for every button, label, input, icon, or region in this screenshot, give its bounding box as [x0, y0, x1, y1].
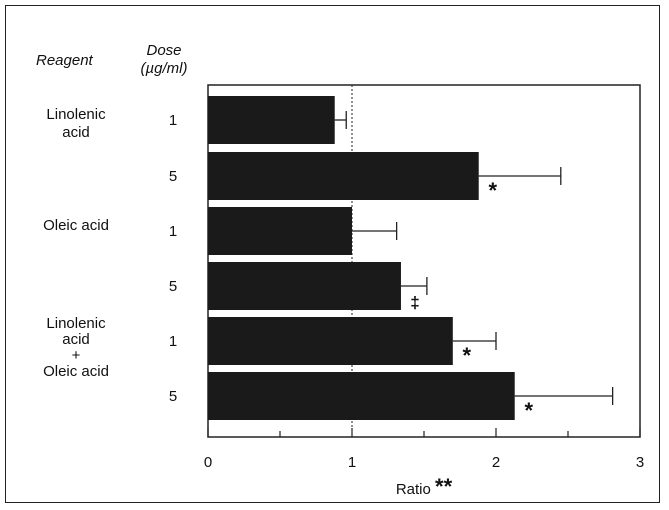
dose-label: 1	[169, 223, 177, 240]
dose-column-header: Dose (µg/ml)	[133, 42, 195, 78]
reagent-label-line: Oleic acid	[43, 217, 109, 234]
bar	[208, 152, 479, 200]
bar	[208, 317, 453, 365]
reagent-group-label-oleic: Oleic acid	[26, 217, 126, 235]
dose-label: 5	[169, 278, 177, 295]
dose-label: 1	[169, 112, 177, 129]
reagent-group-label-combined: Linolenic acid + Oleic acid	[26, 316, 126, 380]
x-tick-label: 1	[348, 454, 356, 471]
x-tick-label: 2	[492, 454, 500, 471]
bar	[208, 207, 352, 255]
x-tick-label: 3	[636, 454, 644, 471]
reagent-label-line: Linolenic	[46, 315, 106, 332]
significance-mark: *	[488, 178, 497, 203]
reagent-label-line: +	[71, 347, 81, 364]
dose-label: 1	[169, 333, 177, 350]
reagent-label-line: acid	[62, 124, 90, 141]
dose-label: 5	[169, 388, 177, 405]
reagent-label-line: Linolenic	[46, 106, 106, 123]
reagent-group-label-linolenic: Linolenic acid	[30, 106, 122, 142]
x-axis-label: Ratio **	[396, 474, 453, 499]
significance-mark: ‡	[410, 293, 419, 312]
dose-label: 5	[169, 168, 177, 185]
bar	[208, 262, 401, 310]
significance-mark: *	[524, 398, 533, 423]
dose-header-line1: Dose	[146, 42, 182, 59]
significance-mark: *	[463, 343, 472, 368]
bar	[208, 96, 335, 144]
dose-header-line2: (µg/ml)	[140, 60, 188, 77]
reagent-column-header: Reagent	[36, 52, 93, 69]
reagent-label-line: acid	[62, 331, 90, 348]
reagent-label-line: Oleic acid	[43, 363, 109, 380]
x-tick-label: 0	[204, 454, 212, 471]
bar	[208, 372, 515, 420]
